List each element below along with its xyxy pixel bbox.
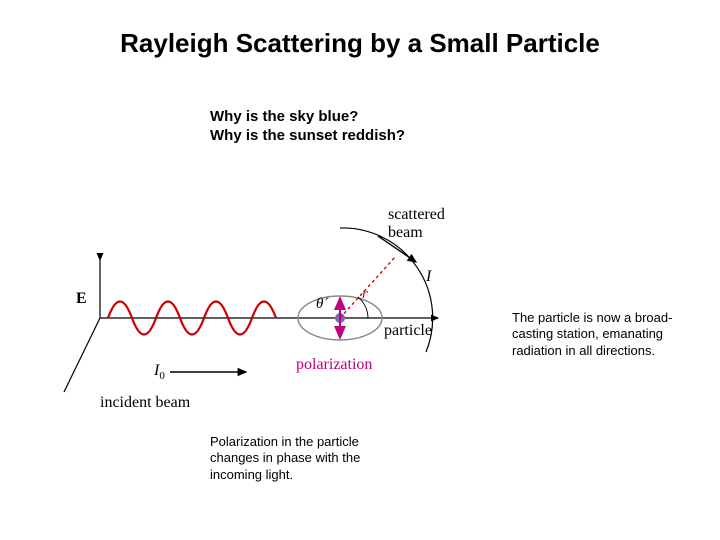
label-polarization: polarization bbox=[296, 356, 372, 374]
diagram-svg bbox=[60, 200, 490, 420]
label-I0: I0 bbox=[154, 362, 165, 382]
label-I0-sub: 0 bbox=[159, 370, 165, 382]
question-2: Why is the sunset reddish? bbox=[210, 127, 405, 146]
label-incident-beam: incident beam bbox=[100, 394, 190, 412]
questions-block: Why is the sky blue? Why is the sunset r… bbox=[210, 108, 405, 146]
page-title: Rayleigh Scattering by a Small Particle bbox=[0, 28, 720, 59]
label-scattered-1: scattered bbox=[388, 206, 445, 224]
axis-slant bbox=[64, 318, 100, 392]
label-r: r bbox=[362, 286, 368, 303]
label-scattered-2: beam bbox=[388, 224, 423, 242]
label-E: E bbox=[76, 290, 87, 308]
label-I: I bbox=[426, 268, 431, 286]
scattering-diagram bbox=[60, 200, 490, 420]
caption-polarization: Polarization in the particle changes in … bbox=[210, 434, 410, 483]
r-line bbox=[340, 256, 396, 318]
label-theta: θ´ bbox=[316, 296, 328, 313]
caption-broadcast: The particle is now a broad-casting stat… bbox=[512, 310, 702, 359]
question-1: Why is the sky blue? bbox=[210, 108, 405, 127]
label-particle: particle bbox=[384, 322, 432, 340]
